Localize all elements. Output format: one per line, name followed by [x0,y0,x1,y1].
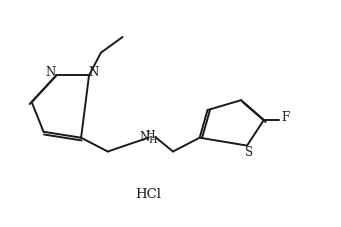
Text: F: F [281,111,290,124]
Text: N: N [139,131,149,144]
Text: S: S [245,146,253,159]
Text: N: N [89,66,99,79]
Text: HCl: HCl [135,188,161,200]
Text: H: H [148,136,157,145]
Text: N: N [45,66,56,79]
Text: H: H [145,130,155,140]
